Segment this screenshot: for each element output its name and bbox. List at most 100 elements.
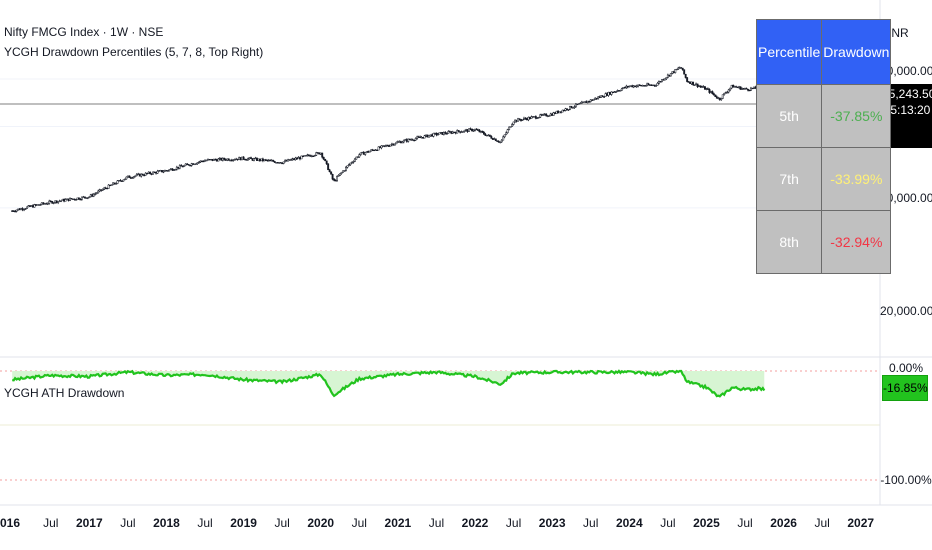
time-axis-label: Jul (352, 516, 367, 530)
candle-body (729, 87, 732, 91)
candle-body (663, 78, 666, 81)
candle-body (628, 85, 631, 88)
candle-body (223, 157, 226, 160)
price-axis-label: 40,000.00 (880, 191, 932, 205)
candle-body (297, 157, 300, 160)
candle-body (582, 101, 585, 103)
candle-body (250, 157, 252, 159)
candle-body (143, 174, 146, 177)
candle-body (741, 88, 743, 90)
candle-body (241, 156, 244, 161)
candle-body (717, 97, 720, 99)
candle-body (711, 91, 714, 94)
candle-body (54, 200, 57, 203)
candle-body (116, 180, 119, 184)
time-axis-label: 2021 (385, 516, 412, 530)
indicator-title-percentiles[interactable]: YCGH Drawdown Percentiles (5, 7, 8, Top … (4, 45, 264, 59)
candle-body (321, 152, 324, 158)
candle-body (705, 88, 708, 90)
candle-body (122, 179, 125, 182)
candle-body (15, 209, 18, 212)
candle-body (451, 131, 454, 134)
candle-body (680, 67, 683, 69)
candle-body (469, 128, 472, 130)
candle-body (80, 196, 83, 200)
candle-body (75, 199, 77, 201)
candle-body (88, 196, 91, 198)
candle-body (313, 154, 316, 157)
candle-body (674, 69, 677, 73)
candle-body (235, 158, 238, 161)
candle-body (699, 85, 702, 88)
candle-body (218, 157, 221, 160)
candle-body (462, 131, 465, 133)
candle-body (69, 198, 71, 202)
candle-body (346, 165, 349, 168)
candle-body (134, 175, 137, 177)
candle-body (662, 79, 665, 81)
candle-body (43, 203, 46, 205)
candle-body (423, 135, 426, 139)
candle-body (340, 172, 343, 174)
candle-body (72, 198, 74, 201)
candle-body (549, 113, 552, 116)
candle-body (140, 173, 143, 177)
candle-body (149, 171, 152, 174)
candle-body (76, 197, 79, 200)
candle-body (261, 158, 264, 162)
candle-body (304, 155, 307, 157)
candle-body (666, 74, 669, 78)
candle-body (652, 84, 654, 87)
candle-body (255, 157, 258, 161)
candle-body (232, 159, 235, 161)
candle-body (545, 113, 548, 117)
candle-body (33, 204, 36, 208)
candle-body (401, 141, 404, 144)
candle-body (94, 193, 97, 195)
candle-body (558, 111, 561, 114)
candle-body (131, 177, 134, 179)
candle-body (509, 126, 512, 128)
candle-body (709, 91, 712, 93)
candle-body (422, 137, 425, 139)
candle-body (748, 89, 751, 92)
candle-body (460, 131, 463, 133)
currency-label[interactable]: INR (888, 26, 909, 40)
candle-body (613, 91, 616, 93)
time-axis[interactable]: 016 Jul 2017 Jul 2018 Jul 2019 Jul 2020 Jul 2021 Ju… (0, 516, 874, 530)
candle-body (128, 175, 131, 178)
candle-body (383, 145, 386, 147)
candle-body (431, 134, 433, 137)
candle-body (227, 158, 230, 161)
table-row: 5th -37.85% (755, 84, 892, 148)
candle-body (100, 189, 103, 191)
candle-body (86, 197, 89, 199)
symbol-title[interactable]: Nifty FMCG Index · 1W · NSE (4, 25, 164, 39)
candle-body (521, 119, 524, 121)
candle-body (745, 88, 748, 90)
candle-body (419, 136, 422, 138)
candle-body (359, 152, 362, 155)
candle-body (300, 155, 303, 160)
candle-body (490, 136, 493, 139)
candle-body (361, 151, 364, 154)
candle-body (272, 160, 275, 162)
candle-body (164, 170, 166, 172)
candle-body (181, 165, 184, 168)
candle-body (747, 88, 749, 91)
candle-body (288, 159, 291, 161)
drawdown-cell: -37.85% (821, 84, 892, 148)
candle-body (493, 138, 496, 140)
candle-body (683, 69, 686, 75)
candle-body (180, 165, 183, 167)
candle-body (263, 159, 266, 162)
candle-body (195, 163, 198, 165)
candle-body (487, 134, 490, 137)
candle-body (316, 152, 319, 154)
candle-body (312, 155, 315, 157)
candle-body (420, 137, 423, 139)
candle-body (571, 107, 574, 109)
indicator-title-drawdown[interactable]: YCGH ATH Drawdown (4, 386, 125, 400)
candle-body (637, 84, 640, 87)
candle-body (425, 134, 428, 137)
